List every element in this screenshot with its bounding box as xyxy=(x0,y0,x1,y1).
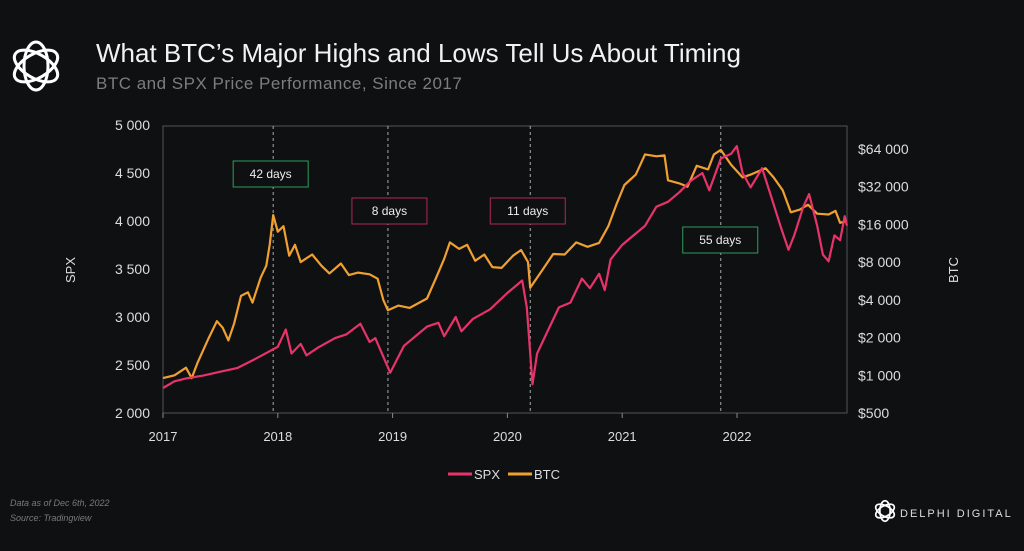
legend-label-spx: SPX xyxy=(474,467,500,482)
y-tick-label: 4 000 xyxy=(115,213,150,229)
y2-tick-label: $4 000 xyxy=(858,292,901,308)
y2-tick-label: $500 xyxy=(858,405,889,421)
delphi-logo-icon xyxy=(12,40,60,92)
x-tick-label: 2022 xyxy=(723,429,752,444)
x-tick-label: 2017 xyxy=(149,429,178,444)
y-tick-label: 2 000 xyxy=(115,405,150,421)
annotation-label: 42 days xyxy=(250,167,292,181)
y2-tick-label: $16 000 xyxy=(858,216,909,232)
annotation-label: 55 days xyxy=(699,233,741,247)
y-axis-label: SPX xyxy=(63,257,78,283)
x-tick-label: 2021 xyxy=(608,429,637,444)
legend: SPX BTC xyxy=(448,467,560,482)
legend-label-btc: BTC xyxy=(534,467,560,482)
annotation-label: 8 days xyxy=(372,204,407,218)
page-title: What BTC’s Major Highs and Lows Tell Us … xyxy=(96,38,741,68)
brand-name: DELPHI DIGITAL xyxy=(900,508,1013,520)
y2-tick-label: $8 000 xyxy=(858,254,901,270)
annotation-box xyxy=(232,160,309,188)
source-note: Source: Tradingview xyxy=(10,513,92,523)
y-tick-label: 4 500 xyxy=(115,165,150,181)
annotation-box xyxy=(351,197,428,225)
y-tick-label: 2 500 xyxy=(115,357,150,373)
y-tick-label: 3 500 xyxy=(115,261,150,277)
spx-line xyxy=(162,145,849,389)
y2-tick-label: $64 000 xyxy=(858,141,909,157)
delphi-brand-logo-icon xyxy=(874,499,896,523)
x-tick-label: 2018 xyxy=(263,429,292,444)
y-tick-label: 3 000 xyxy=(115,309,150,325)
y-tick-label: 5 000 xyxy=(115,117,150,133)
x-tick-label: 2019 xyxy=(378,429,407,444)
data-date-note: Data as of Dec 6th, 2022 xyxy=(10,498,110,508)
y2-tick-label: $1 000 xyxy=(858,367,901,383)
y2-tick-label: $32 000 xyxy=(858,179,909,195)
annotation-box xyxy=(682,226,759,254)
plot-frame xyxy=(162,125,848,414)
y2-axis-label: BTC xyxy=(946,257,961,283)
annotation-box xyxy=(489,197,566,225)
annotation-label: 11 days xyxy=(507,204,548,218)
y2-tick-label: $2 000 xyxy=(858,330,901,346)
x-tick-label: 2020 xyxy=(493,429,522,444)
page-subtitle: BTC and SPX Price Performance, Since 201… xyxy=(96,74,463,93)
